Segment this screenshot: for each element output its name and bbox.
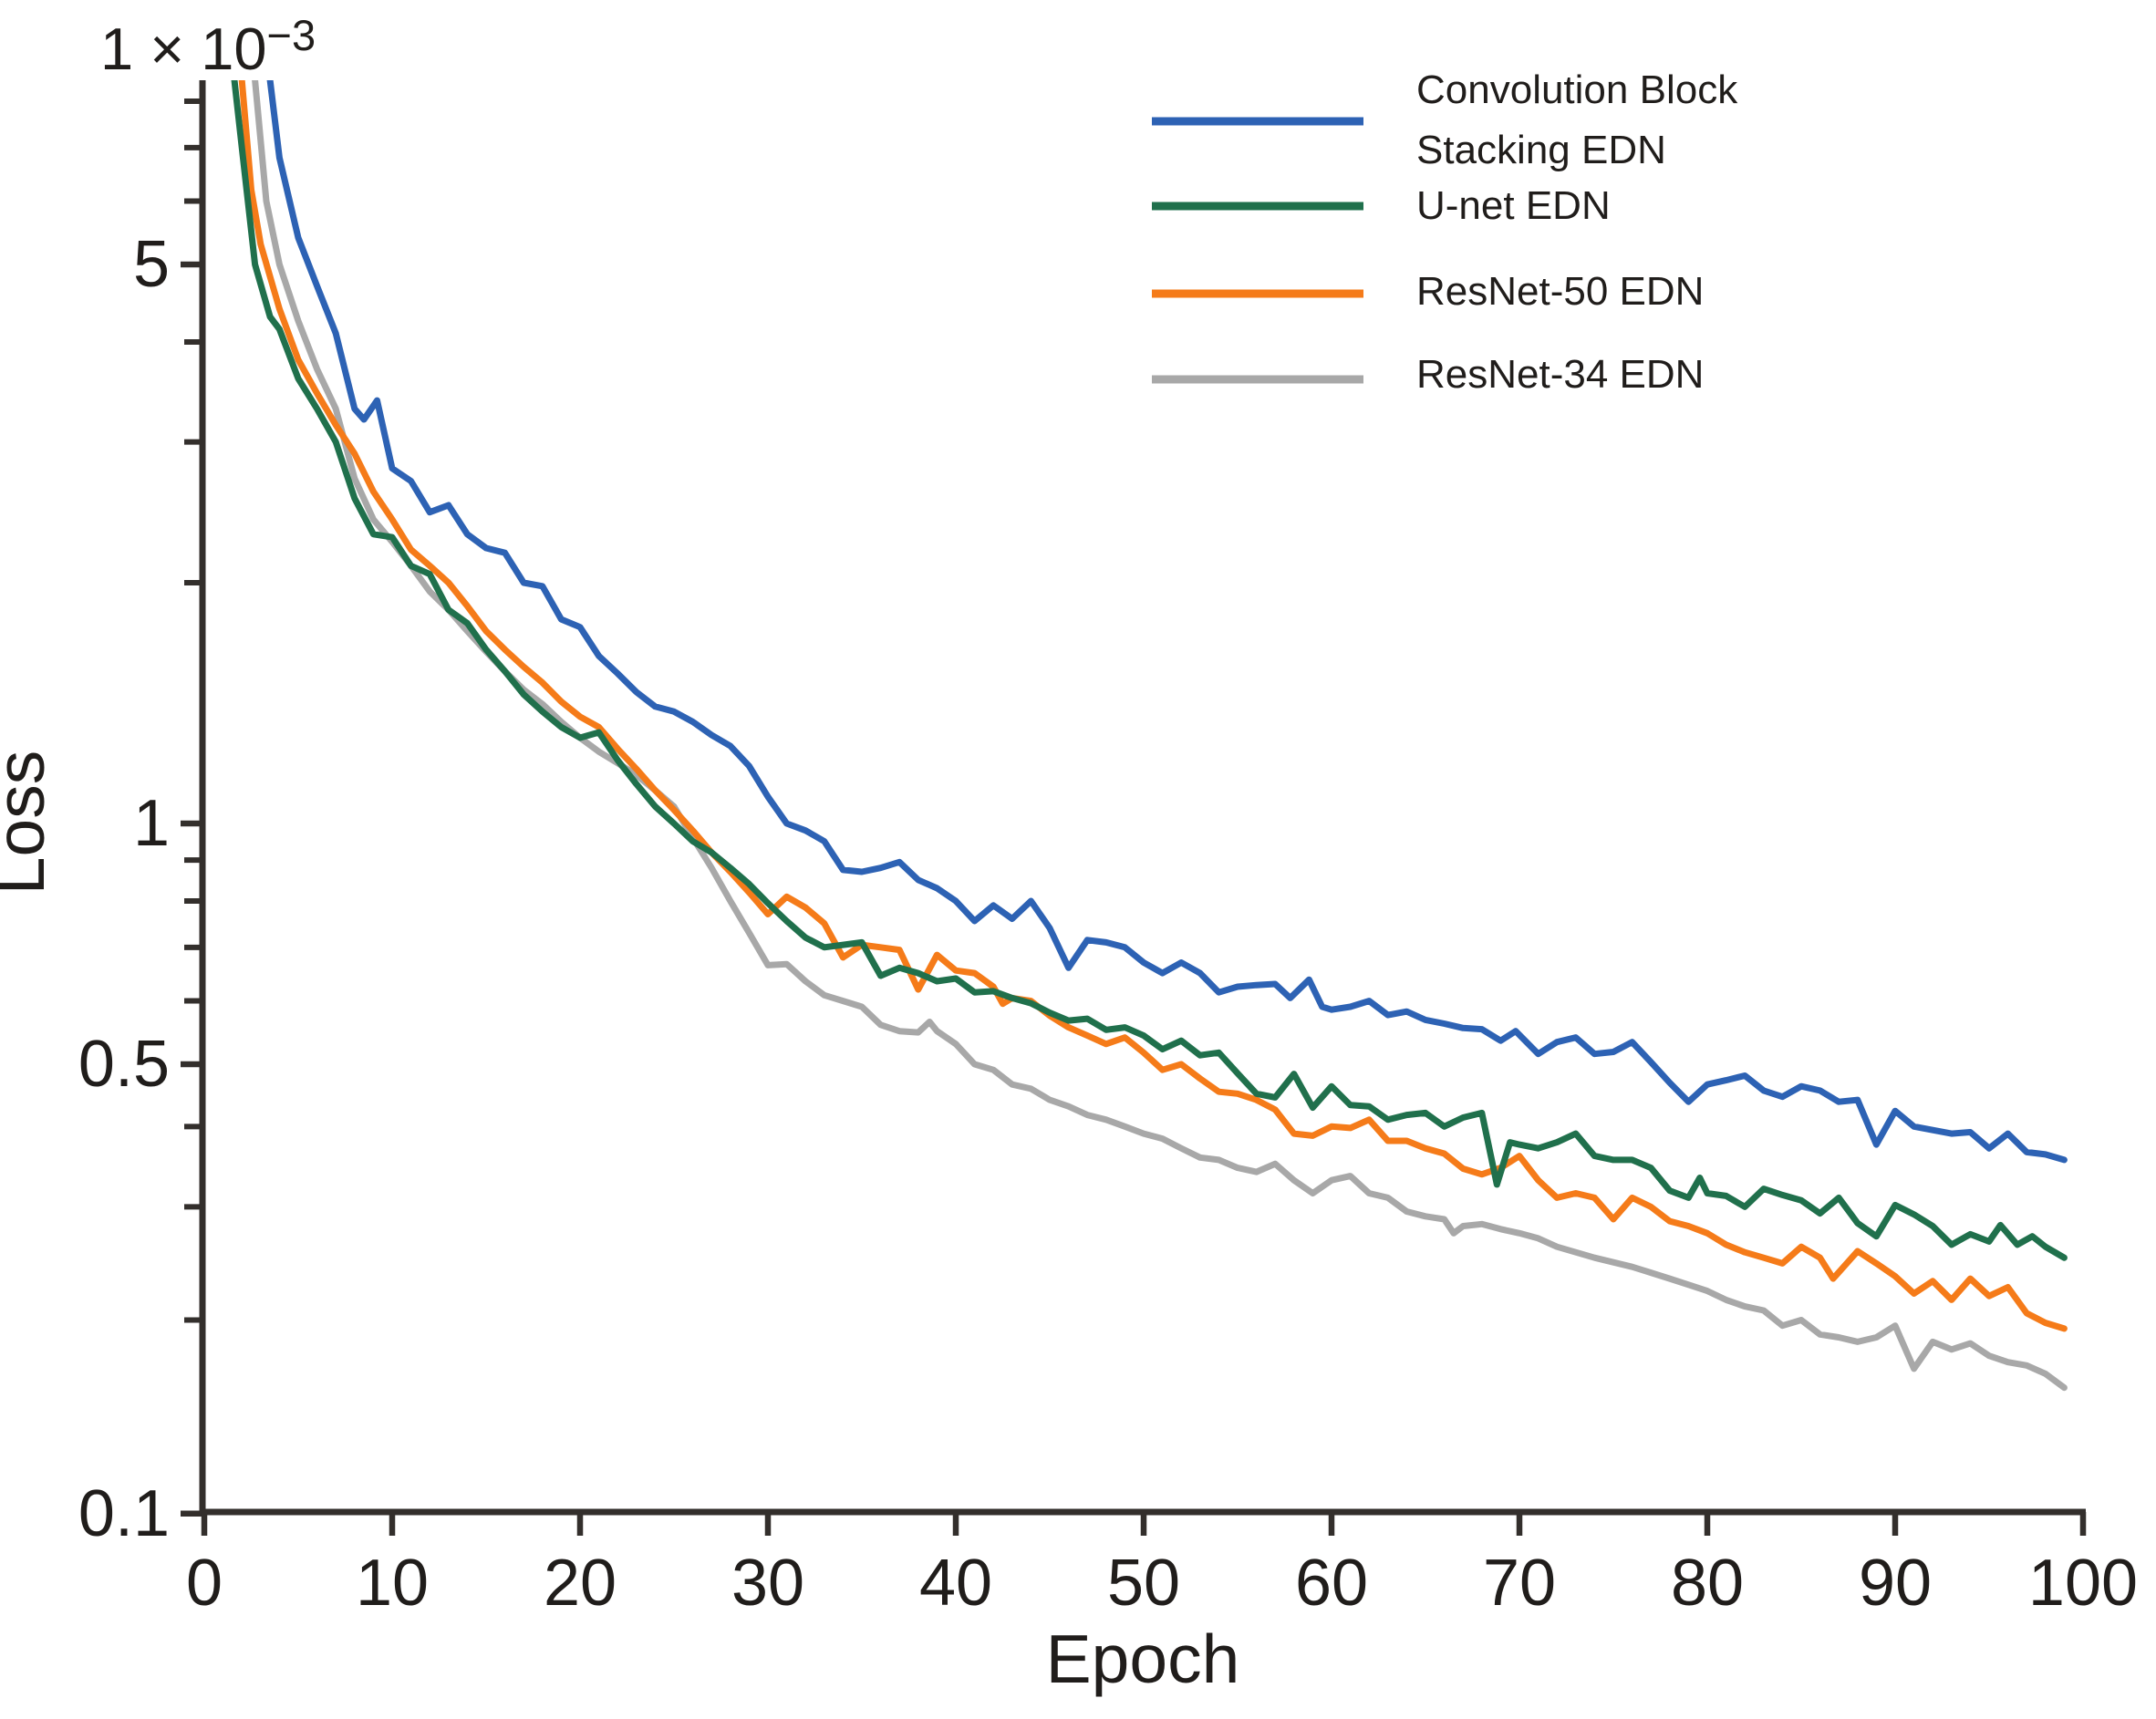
x-tick-label: 60 xyxy=(1295,1547,1368,1620)
y-tick-label: 0.1 xyxy=(78,1477,170,1550)
series-line-resnet-34-edn xyxy=(252,80,2068,1392)
y-tick-label: 0.5 xyxy=(78,1028,170,1101)
y-axis-title: Loss xyxy=(0,751,58,895)
y-scale-label: 1 × 10−3 xyxy=(100,11,316,82)
legend-label: Stacking EDN xyxy=(1416,128,1666,172)
legend-item-convolution-block-stacking-edn: Convolution Block Stacking EDN xyxy=(1152,67,1738,172)
x-axis-title: Epoch xyxy=(1046,1621,1240,1697)
x-tick-label: 50 xyxy=(1107,1547,1180,1620)
y-tick-label: 1 xyxy=(133,787,170,860)
legend-label: ResNet-34 EDN xyxy=(1416,352,1704,397)
x-tick-label: 80 xyxy=(1671,1547,1744,1620)
y-tick-label: 5 xyxy=(133,228,170,301)
legend-item-u-net-edn: U-net EDN xyxy=(1152,183,1611,228)
axes xyxy=(181,80,2087,1536)
legend-label: Convolution Block xyxy=(1416,67,1738,112)
x-tick-label: 20 xyxy=(544,1547,617,1620)
series-line-u-net-edn xyxy=(231,80,2068,1261)
legend-label: ResNet-50 EDN xyxy=(1416,269,1704,314)
x-tick-label: 40 xyxy=(919,1547,992,1620)
legend-item-resnet-50-edn: ResNet-50 EDN xyxy=(1152,269,1704,314)
x-tick-label: 0 xyxy=(186,1547,223,1620)
x-tick-label: 100 xyxy=(2028,1547,2138,1620)
legend-item-resnet-34-edn: ResNet-34 EDN xyxy=(1152,352,1704,397)
series-line-convolution-block-stacking-edn xyxy=(266,80,2068,1164)
tick-labels: 5 1 0.5 0.10 10 20 30 40 50 60 70 80 90 100 xyxy=(78,228,2138,1620)
x-tick-label: 30 xyxy=(731,1547,804,1620)
legend: Convolution Block Stacking EDN U-net EDN Re… xyxy=(1152,67,1738,397)
x-tick-label: 70 xyxy=(1483,1547,1556,1620)
series-line-resnet-50-edn xyxy=(238,80,2068,1332)
legend-label: U-net EDN xyxy=(1416,183,1611,228)
x-tick-label: 90 xyxy=(1859,1547,1932,1620)
series-lines xyxy=(231,80,2068,1392)
x-tick-label: 10 xyxy=(356,1547,429,1620)
